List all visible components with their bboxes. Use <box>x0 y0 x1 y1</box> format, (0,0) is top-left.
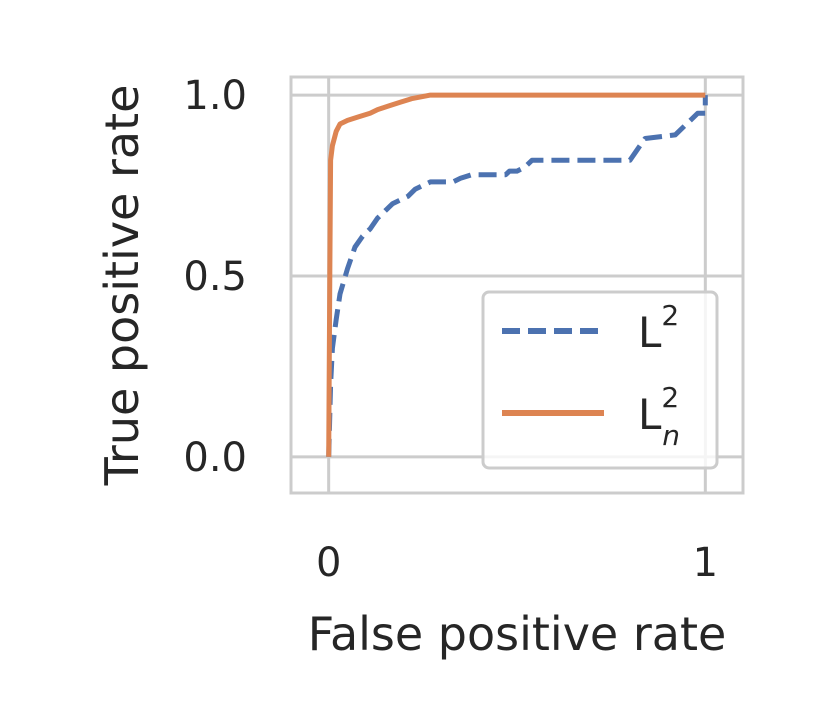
legend-box <box>481 290 719 470</box>
y-tick-label: 0.5 <box>183 254 247 300</box>
tick-labels: 0 1 0.0 0.5 1.0 <box>183 73 718 586</box>
y-tick-label: 1.0 <box>183 73 247 119</box>
legend-label-ln2: L2 n <box>638 381 680 452</box>
legend-label-l2-base: L <box>638 308 662 357</box>
legend-label-l2: L2 <box>638 299 679 357</box>
legend-label-ln2-sup: 2 <box>661 381 679 414</box>
series-layer <box>326 92 708 457</box>
y-tick-label: 0.0 <box>183 435 247 481</box>
y-axis-label: True positive rate <box>95 85 149 487</box>
legend-label-l2-sup: 2 <box>661 299 679 332</box>
legend: L2 L2 n <box>481 290 719 470</box>
series-line-ln2 <box>326 92 706 457</box>
x-axis-label: False positive rate <box>308 607 727 661</box>
legend-label-ln2-sub: n <box>662 419 680 452</box>
x-tick-label: 0 <box>316 540 341 586</box>
series-line-l2 <box>326 95 708 457</box>
legend-label-ln2-base: L <box>638 390 662 439</box>
x-tick-label: 1 <box>693 540 718 586</box>
